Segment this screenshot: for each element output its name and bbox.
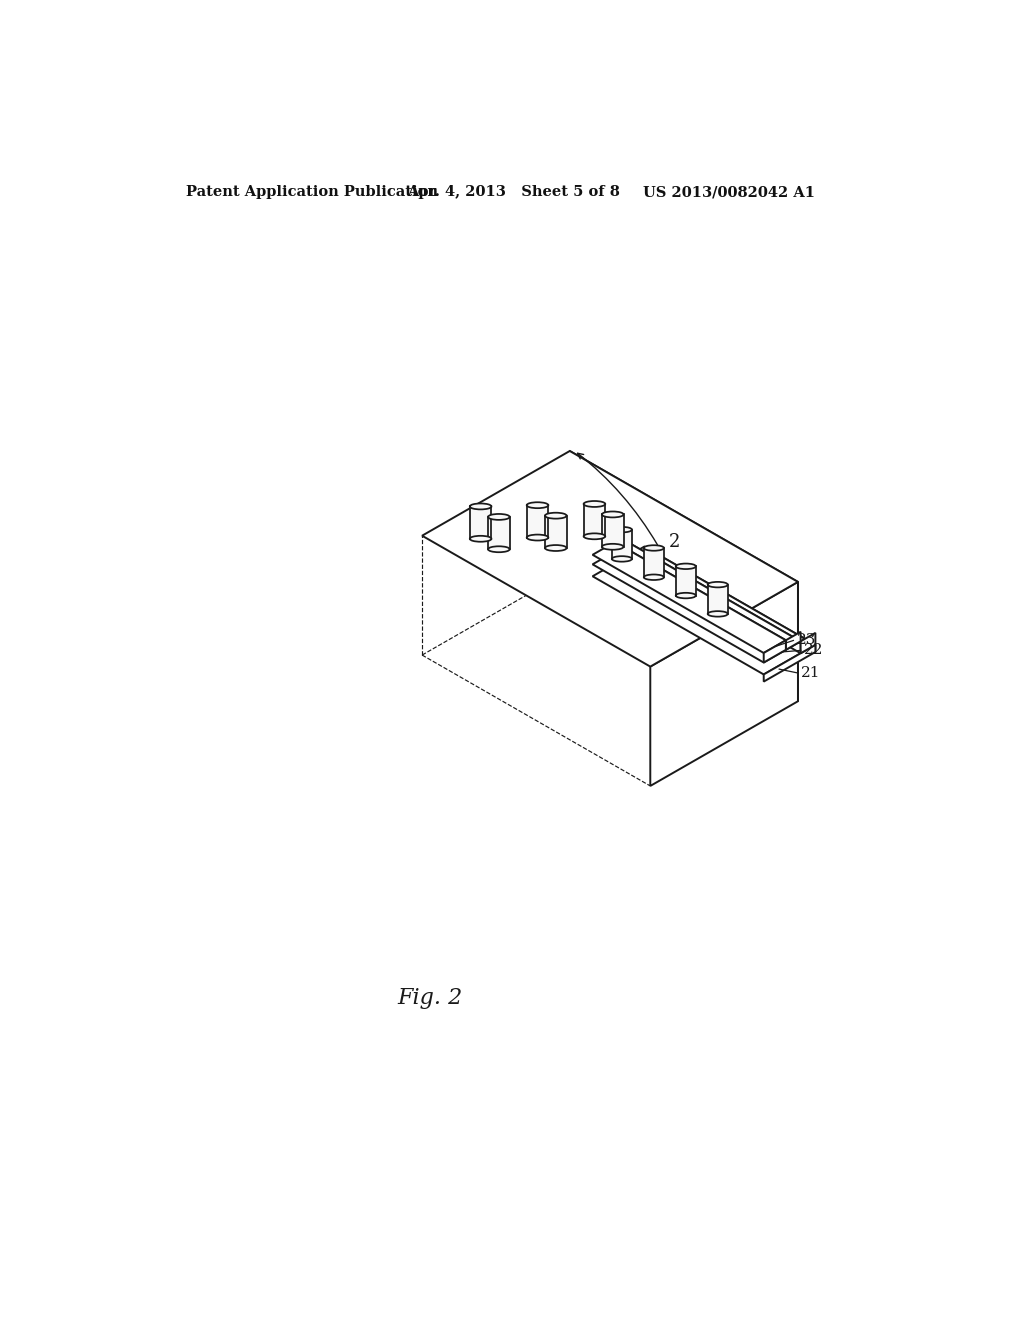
Ellipse shape [644, 545, 664, 550]
Ellipse shape [611, 527, 632, 532]
Polygon shape [526, 506, 549, 537]
Polygon shape [644, 548, 664, 577]
Polygon shape [569, 451, 798, 701]
Polygon shape [764, 640, 785, 663]
Text: 22: 22 [804, 643, 823, 657]
Text: US 2013/0082042 A1: US 2013/0082042 A1 [643, 185, 815, 199]
Text: 23: 23 [797, 634, 816, 647]
Polygon shape [801, 632, 815, 653]
Ellipse shape [611, 556, 632, 562]
Ellipse shape [545, 545, 566, 550]
Polygon shape [593, 543, 785, 653]
Ellipse shape [470, 536, 492, 541]
Polygon shape [593, 543, 801, 663]
Ellipse shape [584, 502, 605, 507]
Polygon shape [614, 543, 785, 649]
Text: Apr. 4, 2013   Sheet 5 of 8: Apr. 4, 2013 Sheet 5 of 8 [407, 185, 620, 199]
Ellipse shape [676, 593, 696, 598]
Ellipse shape [602, 511, 624, 517]
Ellipse shape [526, 502, 549, 508]
Polygon shape [630, 543, 801, 653]
Polygon shape [676, 566, 696, 595]
Polygon shape [708, 585, 728, 614]
Polygon shape [785, 632, 801, 649]
Ellipse shape [584, 533, 605, 540]
Ellipse shape [602, 544, 624, 549]
Polygon shape [470, 507, 492, 539]
Ellipse shape [526, 535, 549, 540]
Ellipse shape [708, 582, 728, 587]
Text: 2: 2 [669, 533, 680, 550]
Polygon shape [422, 451, 798, 667]
Polygon shape [650, 582, 798, 785]
Polygon shape [593, 546, 815, 675]
Ellipse shape [488, 513, 510, 520]
Text: Patent Application Publication: Patent Application Publication [186, 185, 438, 199]
Polygon shape [764, 644, 815, 681]
Polygon shape [611, 529, 632, 558]
Text: 21: 21 [801, 667, 820, 680]
Ellipse shape [676, 564, 696, 569]
Ellipse shape [470, 503, 492, 510]
Ellipse shape [488, 546, 510, 552]
Polygon shape [545, 516, 566, 548]
Text: Fig. 2: Fig. 2 [397, 987, 463, 1008]
Polygon shape [602, 515, 624, 546]
Polygon shape [644, 546, 815, 652]
Polygon shape [488, 517, 510, 549]
Ellipse shape [644, 574, 664, 579]
Ellipse shape [545, 512, 566, 519]
Ellipse shape [708, 611, 728, 616]
Polygon shape [584, 504, 605, 536]
